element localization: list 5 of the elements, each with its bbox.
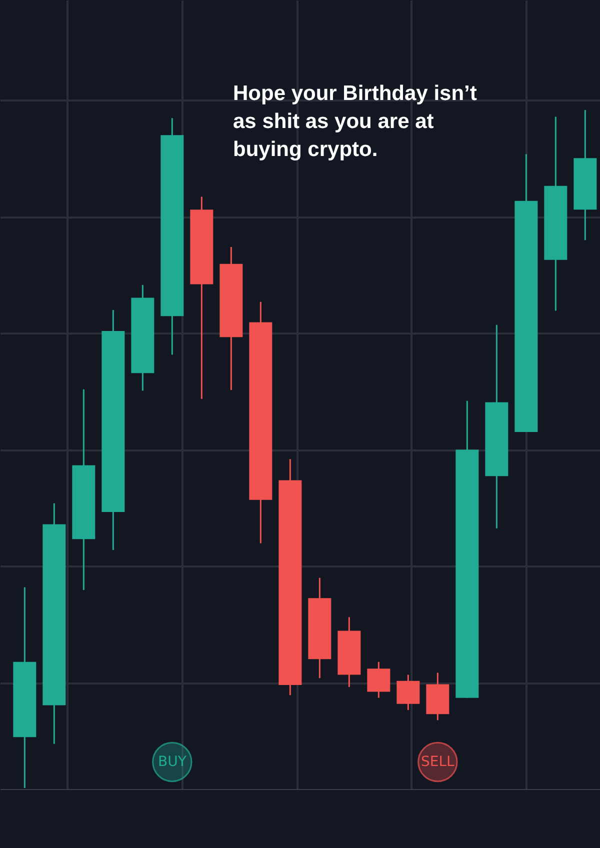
annotation: SELL [420, 754, 455, 770]
candlestick [367, 661, 390, 699]
chart-title: Hope your Birthday isn’t as shit as you are at buying crypto. [233, 81, 478, 163]
candlestick [396, 674, 420, 711]
annotation: BUY [158, 754, 187, 770]
